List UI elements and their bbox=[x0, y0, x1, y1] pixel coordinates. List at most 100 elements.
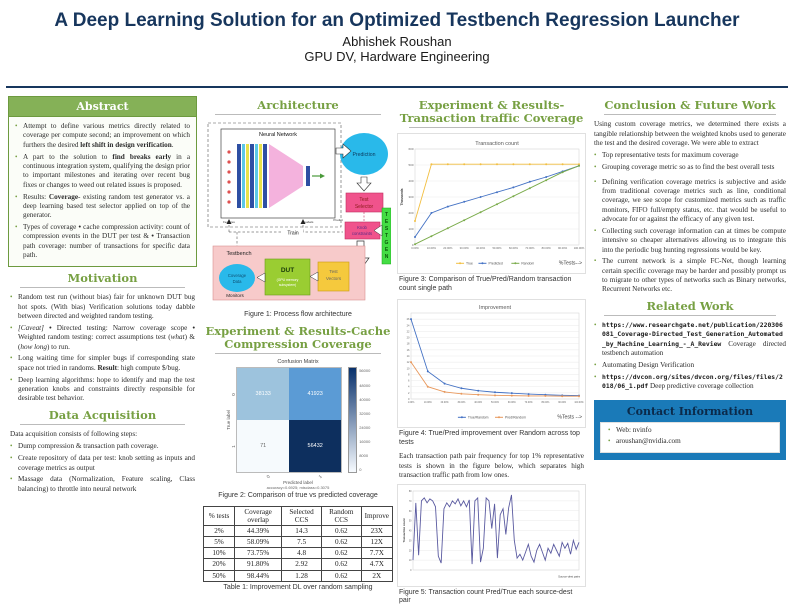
section-cache-experiment: Experiment & Results-Cache Compression C… bbox=[203, 324, 394, 592]
svg-text:0.00%: 0.00% bbox=[411, 246, 419, 250]
reference-url[interactable]: https://dvcon.org/sites/dvcon.org/files/… bbox=[602, 372, 783, 391]
svg-text:50.00%: 50.00% bbox=[491, 402, 499, 404]
bullet-icon: • bbox=[10, 475, 13, 484]
list-item: • Top representative tests for maximum co… bbox=[594, 151, 739, 160]
svg-text:Testbench: Testbench bbox=[226, 251, 251, 257]
svg-text:Knob: Knob bbox=[357, 225, 367, 230]
svg-text:30: 30 bbox=[408, 539, 411, 542]
confusion-accuracy: accuracy=0.6925; misclass=0.3075 bbox=[266, 485, 330, 491]
confusion-cell: 41923 bbox=[289, 368, 342, 421]
svg-text:True/Random: True/Random bbox=[468, 415, 489, 419]
svg-text:Predict: Predict bbox=[333, 218, 343, 222]
bullet-icon: • bbox=[608, 425, 611, 434]
figure1-process-flow: Neural Network bbox=[203, 120, 393, 309]
confusion-row-labels: 0 1 bbox=[230, 393, 236, 448]
train-path: Train Features Labels Predict bbox=[223, 218, 343, 267]
section-architecture: Architecture Neural Network bbox=[203, 98, 393, 320]
svg-text:Prediction: Prediction bbox=[352, 152, 375, 158]
abstract-title: Abstract bbox=[9, 97, 196, 117]
svg-text:0: 0 bbox=[408, 397, 410, 401]
figure5-caption: Figure 5: Transaction count Pred/True ea… bbox=[399, 588, 573, 605]
data-acquisition-list: • Dump compression & transaction path cov… bbox=[8, 442, 197, 494]
svg-text:70: 70 bbox=[408, 499, 411, 502]
figure5-path-pair-chart: 0 10 20 30 40 50 60 70 80 Transaction count Source… bbox=[402, 490, 581, 579]
svg-text:Data: Data bbox=[233, 279, 243, 284]
confusion-title: Confusion Matrix bbox=[277, 359, 319, 366]
svg-text:12: 12 bbox=[407, 360, 410, 364]
svg-text:(GPU memory: (GPU memory bbox=[277, 278, 299, 282]
arrow-dut-to-coverage bbox=[256, 272, 266, 283]
table-header-cell: Improve bbox=[360, 506, 394, 527]
svg-text:Pred/Random: Pred/Random bbox=[505, 415, 526, 419]
svg-text:Transaction count: Transaction count bbox=[402, 518, 406, 542]
svg-text:10.00%: 10.00% bbox=[424, 402, 432, 404]
svg-text:20: 20 bbox=[408, 549, 411, 552]
conclusion-list-1: • Top representative tests for maximum co… bbox=[592, 151, 788, 172]
svg-text:10: 10 bbox=[407, 366, 410, 370]
table-row: 2% 44.39% 14.3 0.62 23X bbox=[203, 525, 394, 538]
bullet-icon: • bbox=[594, 151, 597, 160]
svg-text:Predicted: Predicted bbox=[488, 262, 502, 266]
arrow-testgen-to-knob bbox=[373, 224, 383, 237]
neural-network-box: Neural Network bbox=[220, 128, 336, 219]
bullet-icon: • bbox=[10, 354, 13, 363]
svg-text:20.00%: 20.00% bbox=[443, 246, 453, 250]
list-item: • Random test run (without bias) fair for… bbox=[10, 293, 195, 320]
data-acquisition-intro: Data acquisition consists of following s… bbox=[10, 429, 138, 438]
svg-text:Coverage: Coverage bbox=[228, 273, 247, 278]
table-header-cell: Selected CCS bbox=[281, 506, 322, 527]
svg-text:0: 0 bbox=[412, 243, 414, 247]
confusion-grid: 38133 41923 71 56432 bbox=[236, 367, 343, 474]
table-row: 50% 98.44% 1.28 0.62 2X bbox=[203, 569, 394, 582]
input-nodes bbox=[227, 150, 231, 204]
bullet-icon: • bbox=[10, 375, 13, 384]
confusion-cell: 71 bbox=[237, 420, 290, 473]
reference-item: • https://www.researchgate.net/publicatio… bbox=[594, 321, 786, 358]
bullet-icon: • bbox=[15, 223, 18, 232]
svg-text:subsystem): subsystem) bbox=[279, 283, 296, 287]
data-acquisition-title: Data Acquisition bbox=[48, 407, 157, 422]
reference-url[interactable]: https://www.researchgate.net/publication… bbox=[602, 321, 783, 348]
svg-text:constraints: constraints bbox=[352, 231, 372, 236]
svg-text:40: 40 bbox=[408, 529, 411, 532]
svg-text:400: 400 bbox=[408, 179, 413, 183]
svg-text:60.00%: 60.00% bbox=[509, 246, 519, 250]
svg-text:Train: Train bbox=[287, 231, 298, 237]
svg-text:50: 50 bbox=[408, 519, 411, 522]
contact-item[interactable]: • Web: nvinfo bbox=[608, 425, 652, 434]
list-item: • Create repository of data per test: kno… bbox=[10, 454, 195, 472]
svg-text:DUT: DUT bbox=[281, 267, 294, 274]
bullet-icon: • bbox=[594, 360, 597, 369]
reference-item: • https://dvcon.org/sites/dvcon.org/files… bbox=[594, 372, 783, 391]
section-rule bbox=[20, 287, 185, 289]
conclusion-list-2: ▪ Defining verification coverage metrics … bbox=[592, 178, 788, 295]
reference-item: • Automating Design Verification bbox=[594, 360, 695, 369]
table-row: 20% 91.80% 2.92 0.62 4.7X bbox=[203, 558, 394, 571]
figure2-caption: Figure 2: Comparison of true vs predicte… bbox=[218, 492, 378, 500]
svg-text:24: 24 bbox=[407, 323, 410, 327]
nn-layers bbox=[237, 144, 325, 209]
svg-text:%Tests-->: %Tests--> bbox=[559, 261, 582, 267]
svg-text:2: 2 bbox=[408, 391, 410, 395]
svg-text:50.00%: 50.00% bbox=[492, 246, 502, 250]
contact-item[interactable]: • aroushan@nvidia.com bbox=[608, 436, 681, 445]
list-item: • Massage data (Normalization, Feature sc… bbox=[10, 475, 195, 493]
contact-title: Contact Information bbox=[626, 404, 754, 418]
bullet-icon: • bbox=[15, 152, 18, 161]
figure3-caption: Figure 3: Comparison of True/Pred/Random… bbox=[399, 276, 572, 293]
monitors-label: Monitors bbox=[226, 293, 244, 298]
svg-text:Features: Features bbox=[223, 220, 235, 224]
confusion-xlabel: Predicted label bbox=[283, 480, 313, 486]
section-rule bbox=[604, 114, 776, 116]
poster-author: Abhishek Roushan bbox=[342, 34, 452, 49]
bullet-icon: • bbox=[10, 442, 13, 451]
section-abstract: Abstract • Attempt to define various metr… bbox=[8, 96, 197, 268]
svg-text:70.00%: 70.00% bbox=[525, 402, 533, 404]
svg-text:Improvement: Improvement bbox=[479, 305, 512, 311]
table-row: 10% 73.75% 4.8 0.62 7.7X bbox=[203, 547, 394, 560]
svg-text:100.00%: 100.00% bbox=[574, 246, 585, 250]
section-rule bbox=[215, 353, 381, 355]
confusion-ylabel: True label bbox=[225, 410, 231, 431]
column-1: Abstract • Attempt to define various metr… bbox=[8, 94, 197, 497]
section-conclusion: Conclusion & Future Work Using custom co… bbox=[592, 98, 788, 295]
